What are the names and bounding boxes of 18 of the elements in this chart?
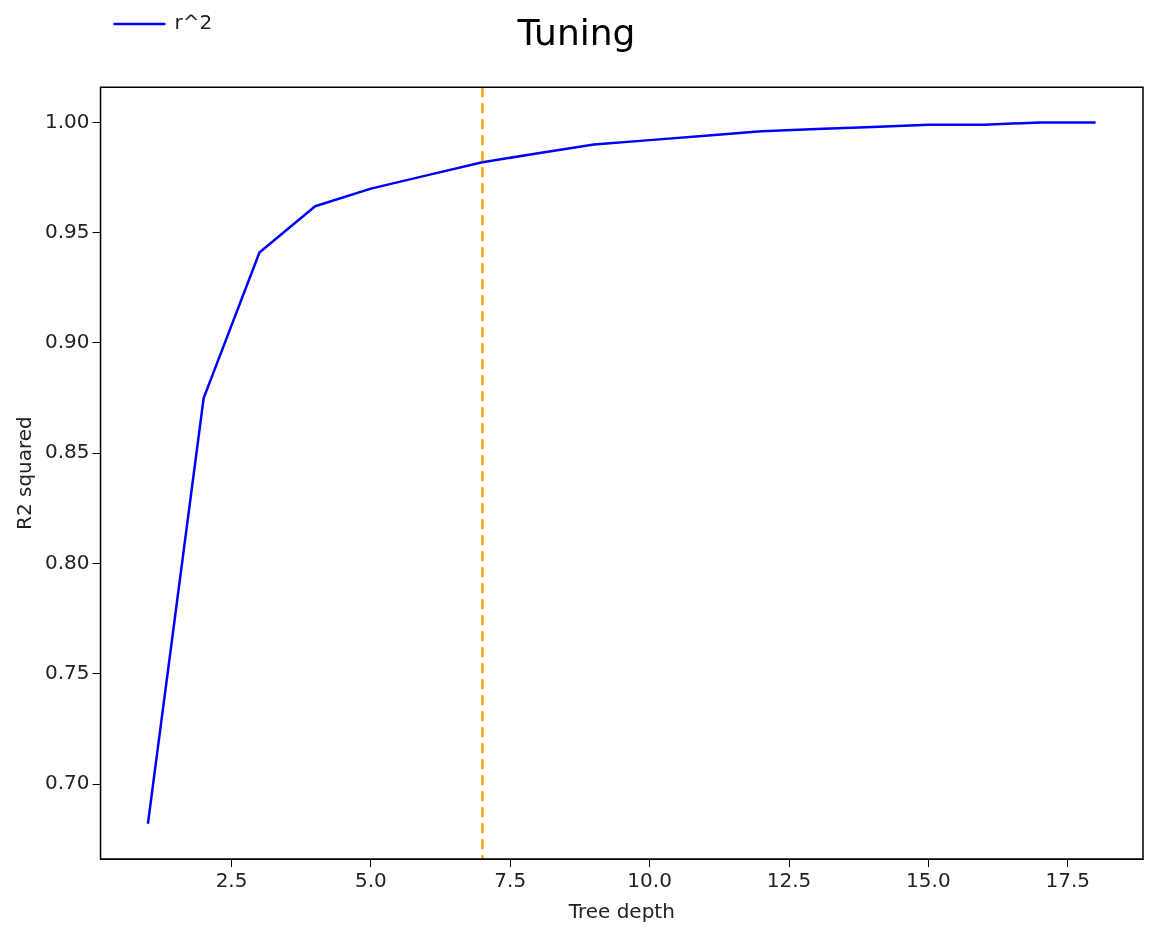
y-tick-label: 0.80 <box>45 549 90 574</box>
y-tick-label: 0.90 <box>45 329 90 354</box>
x-tick-label: 15.0 <box>906 868 951 893</box>
x-tick-label: 7.5 <box>494 868 527 893</box>
x-tick-label: 17.5 <box>1045 868 1091 893</box>
y-tick-label: 1.00 <box>45 108 90 133</box>
x-axis-title: Tree depth <box>567 899 675 924</box>
y-tick-label: 0.70 <box>45 770 90 795</box>
x-tick-label: 5.0 <box>355 868 387 893</box>
legend-label: r^2 <box>174 10 213 35</box>
y-tick-label: 0.85 <box>45 439 90 464</box>
y-axis-title: R2 squared <box>12 416 37 531</box>
y-tick-label: 0.95 <box>45 218 90 243</box>
chart-title: Tuning <box>516 11 636 53</box>
x-tick-label: 2.5 <box>215 868 248 893</box>
x-tick-label: 12.5 <box>766 868 812 893</box>
x-tick-label: 10.0 <box>627 868 672 893</box>
y-tick-label: 0.75 <box>45 659 90 684</box>
